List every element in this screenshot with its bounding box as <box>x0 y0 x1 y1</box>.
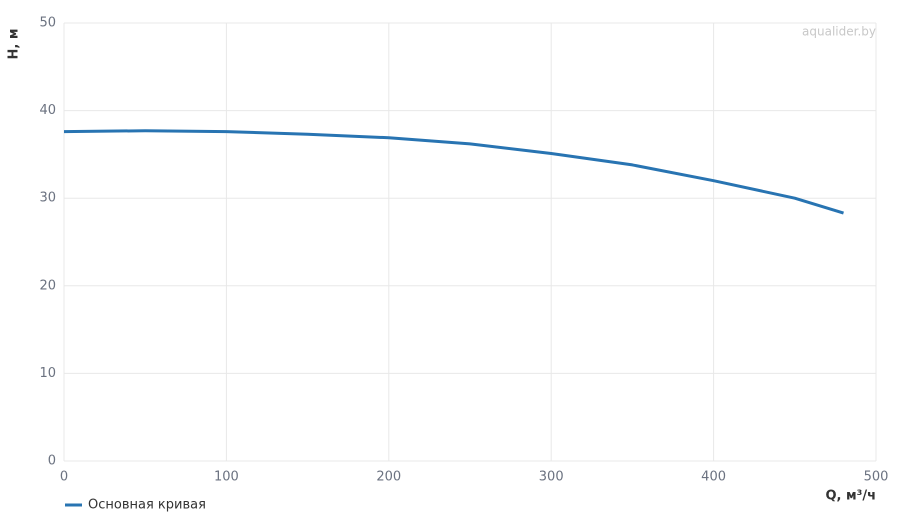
y-tick-label: 20 <box>39 278 56 293</box>
x-tick-label: 500 <box>864 470 889 485</box>
y-tick-label: 50 <box>39 16 56 31</box>
x-tick-label: 100 <box>214 470 239 485</box>
y-tick-label: 30 <box>39 191 56 206</box>
x-tick-label: 200 <box>376 470 401 485</box>
y-tick-label: 40 <box>39 103 56 118</box>
x-tick-label: 400 <box>701 470 726 485</box>
line <box>63 129 844 215</box>
x-tick-label: 0 <box>60 470 68 485</box>
y-axis-title: H, м <box>7 29 22 60</box>
y-tick-label: 10 <box>39 366 56 381</box>
x-tick-label: 300 <box>539 470 564 485</box>
y-tick-label: 0 <box>48 454 56 469</box>
x-axis-title: Q, м³/ч <box>825 489 876 504</box>
watermark: aqualider.by <box>802 25 876 39</box>
legend-label: Основная кривая <box>88 498 206 513</box>
